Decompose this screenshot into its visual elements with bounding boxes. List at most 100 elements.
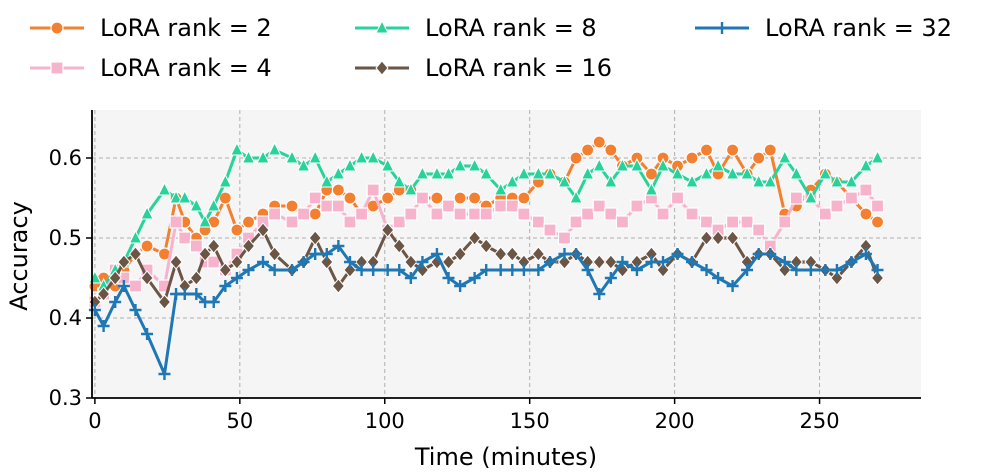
data-point xyxy=(699,230,714,246)
data-point xyxy=(844,191,859,205)
data-point xyxy=(207,238,221,254)
data-point xyxy=(740,215,754,229)
data-point xyxy=(218,173,233,188)
data-point xyxy=(453,246,467,262)
x-axis-ticks: 0 50 100 150 200 250 xyxy=(88,398,840,433)
data-point xyxy=(725,230,740,246)
data-point xyxy=(657,256,670,268)
data-point xyxy=(256,149,270,164)
data-point xyxy=(366,149,380,164)
legend-entry: LoRA rank = 16 xyxy=(355,54,612,82)
data-point xyxy=(557,173,572,188)
data-point xyxy=(656,157,670,172)
data-point xyxy=(189,239,203,253)
data-point xyxy=(870,215,885,229)
data-point xyxy=(479,238,493,254)
data-point xyxy=(859,183,873,197)
y-axis-label: Accuracy xyxy=(5,201,33,311)
data-point xyxy=(416,256,429,268)
data-point xyxy=(741,264,754,276)
series-line xyxy=(93,148,879,288)
data-point xyxy=(178,288,191,300)
legend-swatch-marker xyxy=(375,19,389,34)
data-point xyxy=(685,173,699,188)
data-point xyxy=(725,165,740,180)
data-point xyxy=(308,191,322,205)
data-point xyxy=(604,254,618,270)
y-tick-label: 0.3 xyxy=(49,386,82,410)
data-point xyxy=(604,173,618,188)
data-point xyxy=(685,207,699,221)
data-point xyxy=(392,173,407,188)
data-point xyxy=(441,254,456,270)
data-point xyxy=(656,262,670,278)
data-point xyxy=(532,264,545,276)
data-point xyxy=(468,272,481,284)
data-point xyxy=(158,368,171,380)
data-point xyxy=(430,207,444,221)
data-point xyxy=(581,264,594,276)
data-point xyxy=(543,165,557,180)
data-point xyxy=(117,254,131,270)
data-point xyxy=(441,199,456,213)
x-tick-label: 150 xyxy=(510,409,550,433)
data-point xyxy=(752,248,765,260)
data-point xyxy=(570,248,583,260)
data-point xyxy=(343,215,357,229)
data-point xyxy=(198,246,212,262)
data-point xyxy=(308,230,322,246)
legend-label: LoRA rank = 4 xyxy=(100,54,272,82)
data-point xyxy=(712,272,725,284)
data-point xyxy=(859,207,873,221)
data-point xyxy=(331,278,346,294)
data-point xyxy=(480,264,493,276)
data-point xyxy=(558,248,571,260)
data-point xyxy=(804,264,817,276)
data-point xyxy=(206,197,221,212)
data-point xyxy=(308,207,322,221)
data-point xyxy=(671,248,684,260)
data-point xyxy=(109,296,122,308)
data-point xyxy=(751,173,766,188)
x-tick-label: 250 xyxy=(800,409,840,433)
data-point xyxy=(494,264,507,276)
data-point xyxy=(88,304,101,316)
data-point xyxy=(354,149,369,164)
data-point xyxy=(157,181,172,196)
data-point xyxy=(505,199,519,213)
legend-swatch-marker xyxy=(50,21,64,35)
legend-entry: LoRA rank = 32 xyxy=(695,14,952,42)
data-point xyxy=(819,264,832,276)
data-point xyxy=(557,231,572,245)
data-point xyxy=(355,264,368,276)
data-point xyxy=(297,256,310,268)
data-point xyxy=(230,272,243,284)
data-point xyxy=(644,167,659,181)
data-point xyxy=(241,238,256,254)
data-point xyxy=(871,264,884,276)
data-point xyxy=(320,254,334,270)
data-point xyxy=(268,207,282,221)
data-point xyxy=(241,215,256,229)
data-point xyxy=(468,191,482,205)
data-point xyxy=(343,191,357,205)
data-point xyxy=(859,157,873,172)
data-point xyxy=(818,207,832,221)
data-point xyxy=(505,246,519,262)
data-point xyxy=(656,207,670,221)
data-point xyxy=(517,207,531,221)
data-point xyxy=(441,165,456,180)
data-point xyxy=(517,264,530,276)
data-point xyxy=(189,197,204,212)
data-point xyxy=(686,256,699,268)
data-point xyxy=(230,141,244,156)
data-point xyxy=(615,157,630,172)
data-point xyxy=(830,264,843,276)
data-point xyxy=(392,238,406,254)
data-point xyxy=(343,262,357,278)
data-point xyxy=(493,181,508,196)
legend-label: LoRA rank = 16 xyxy=(425,54,612,82)
data-point xyxy=(129,304,142,316)
data-point xyxy=(415,191,430,205)
